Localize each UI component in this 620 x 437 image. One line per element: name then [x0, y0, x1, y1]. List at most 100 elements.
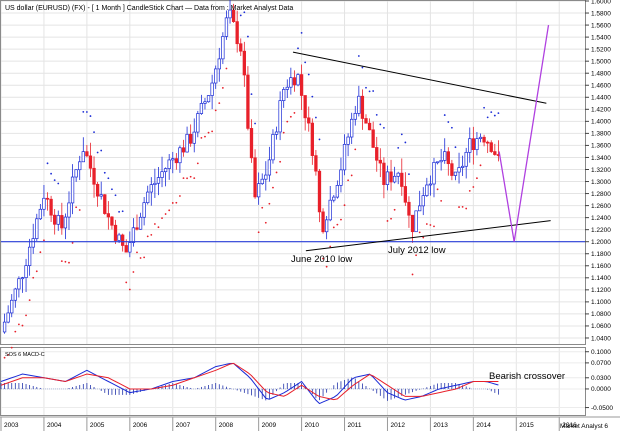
price-tick-label: 1.4800	[591, 71, 611, 78]
candle-body	[24, 265, 28, 278]
candle-body	[2, 321, 7, 333]
chart-title: US dollar (EURUSD) (FX) - [ 1 Month ] Ca…	[5, 5, 293, 12]
sar-dot	[207, 131, 210, 134]
sar-dot	[429, 224, 432, 226]
candle-body	[407, 201, 411, 216]
sar-dot	[132, 271, 135, 273]
sar-dot	[28, 299, 31, 302]
candle-body	[353, 113, 357, 120]
sar-dot	[479, 164, 482, 167]
sar-dot	[221, 87, 224, 89]
year-tick-label: 2012	[390, 422, 405, 429]
price-tick-label: 1.2200	[591, 227, 611, 234]
candle-body	[443, 151, 447, 161]
sar-dot	[440, 199, 443, 202]
sar-dot	[153, 223, 156, 225]
candle-body	[278, 100, 282, 133]
candle-body	[214, 68, 218, 84]
sar-dot	[21, 324, 24, 327]
price-tick-label: 1.0800	[591, 311, 611, 318]
sar-dot	[393, 208, 396, 211]
sar-dot	[17, 323, 20, 326]
sar-dot	[136, 251, 138, 254]
candle-body	[27, 246, 32, 266]
main-plot-frame	[0, 0, 586, 345]
price-tick-label: 1.1600	[591, 263, 611, 270]
candle-body	[332, 196, 336, 201]
sar-dot	[325, 265, 328, 268]
sar-dot	[211, 130, 214, 133]
candle-body	[95, 183, 100, 197]
sar-dot	[218, 102, 221, 105]
sar-dot	[196, 162, 199, 165]
candle-body	[153, 182, 157, 185]
sar-dot	[204, 135, 206, 138]
sar-dot	[103, 171, 106, 174]
candle-body	[189, 133, 193, 144]
projection-path	[498, 24, 550, 242]
time-axis: 2003 2004 2005 2006 2007 2008 2009 2010 2011 2012…	[0, 416, 620, 431]
sar-dot	[425, 223, 428, 225]
candle-body	[489, 142, 493, 152]
sar-dot	[82, 110, 85, 113]
candle-body	[253, 157, 257, 198]
candle-body	[85, 151, 89, 157]
price-tick-label: 1.6000	[591, 0, 611, 5]
candle-body	[17, 278, 21, 290]
sar-dot	[454, 146, 457, 149]
price-tick-label: 1.3800	[591, 131, 611, 138]
candle-body	[260, 178, 264, 185]
candle-body	[224, 17, 229, 37]
candle-body	[60, 215, 64, 229]
price-tick-label: 1.5400	[591, 34, 611, 41]
candle-body	[292, 77, 297, 86]
year-tick-label: 2011	[348, 422, 362, 429]
sar-dot	[361, 66, 364, 69]
sar-dot	[379, 123, 382, 126]
sar-dot	[332, 226, 335, 229]
sar-dot	[10, 346, 13, 349]
price-tick-label: 1.3200	[591, 167, 611, 174]
candle-body	[421, 195, 425, 207]
year-tick-label: 2015	[519, 422, 534, 429]
candle-body	[160, 171, 164, 178]
price-tick-label: 1.5600	[591, 22, 611, 29]
candle-body	[6, 312, 10, 323]
price-tick-label: 1.3000	[591, 179, 611, 186]
sar-dot	[43, 239, 45, 242]
candle-body	[382, 162, 386, 185]
candle-body	[339, 169, 343, 186]
sar-dot	[300, 31, 303, 34]
year-tick-label: 2013	[433, 422, 448, 429]
sar-dot	[368, 90, 371, 93]
candle-body	[113, 224, 118, 241]
candle-body	[45, 197, 50, 200]
sar-dot	[390, 217, 392, 220]
sar-dot	[214, 109, 217, 112]
year-tick-label: 2010	[305, 422, 320, 429]
sar-dot	[289, 115, 292, 118]
candle-body	[74, 169, 78, 178]
candle-body	[63, 216, 68, 229]
candle-body	[42, 197, 46, 210]
sar-dot	[85, 111, 88, 113]
sar-dot	[250, 93, 253, 96]
sar-dot	[32, 276, 35, 279]
sar-dot	[225, 67, 228, 70]
sar-dot	[476, 177, 478, 180]
sar-dot	[443, 114, 446, 116]
candle-body	[196, 113, 200, 133]
sar-dot	[450, 126, 453, 129]
candle-body	[53, 214, 57, 225]
sar-dot	[408, 173, 410, 176]
candle-body	[486, 141, 490, 144]
price-tick-label: 1.2800	[591, 191, 611, 198]
candle-body	[274, 131, 279, 135]
candle-body	[375, 147, 379, 161]
sar-dot	[107, 177, 110, 180]
candle-body	[185, 133, 189, 153]
candle-body	[307, 117, 311, 124]
sar-dot	[436, 188, 439, 191]
sar-dot	[268, 202, 271, 205]
